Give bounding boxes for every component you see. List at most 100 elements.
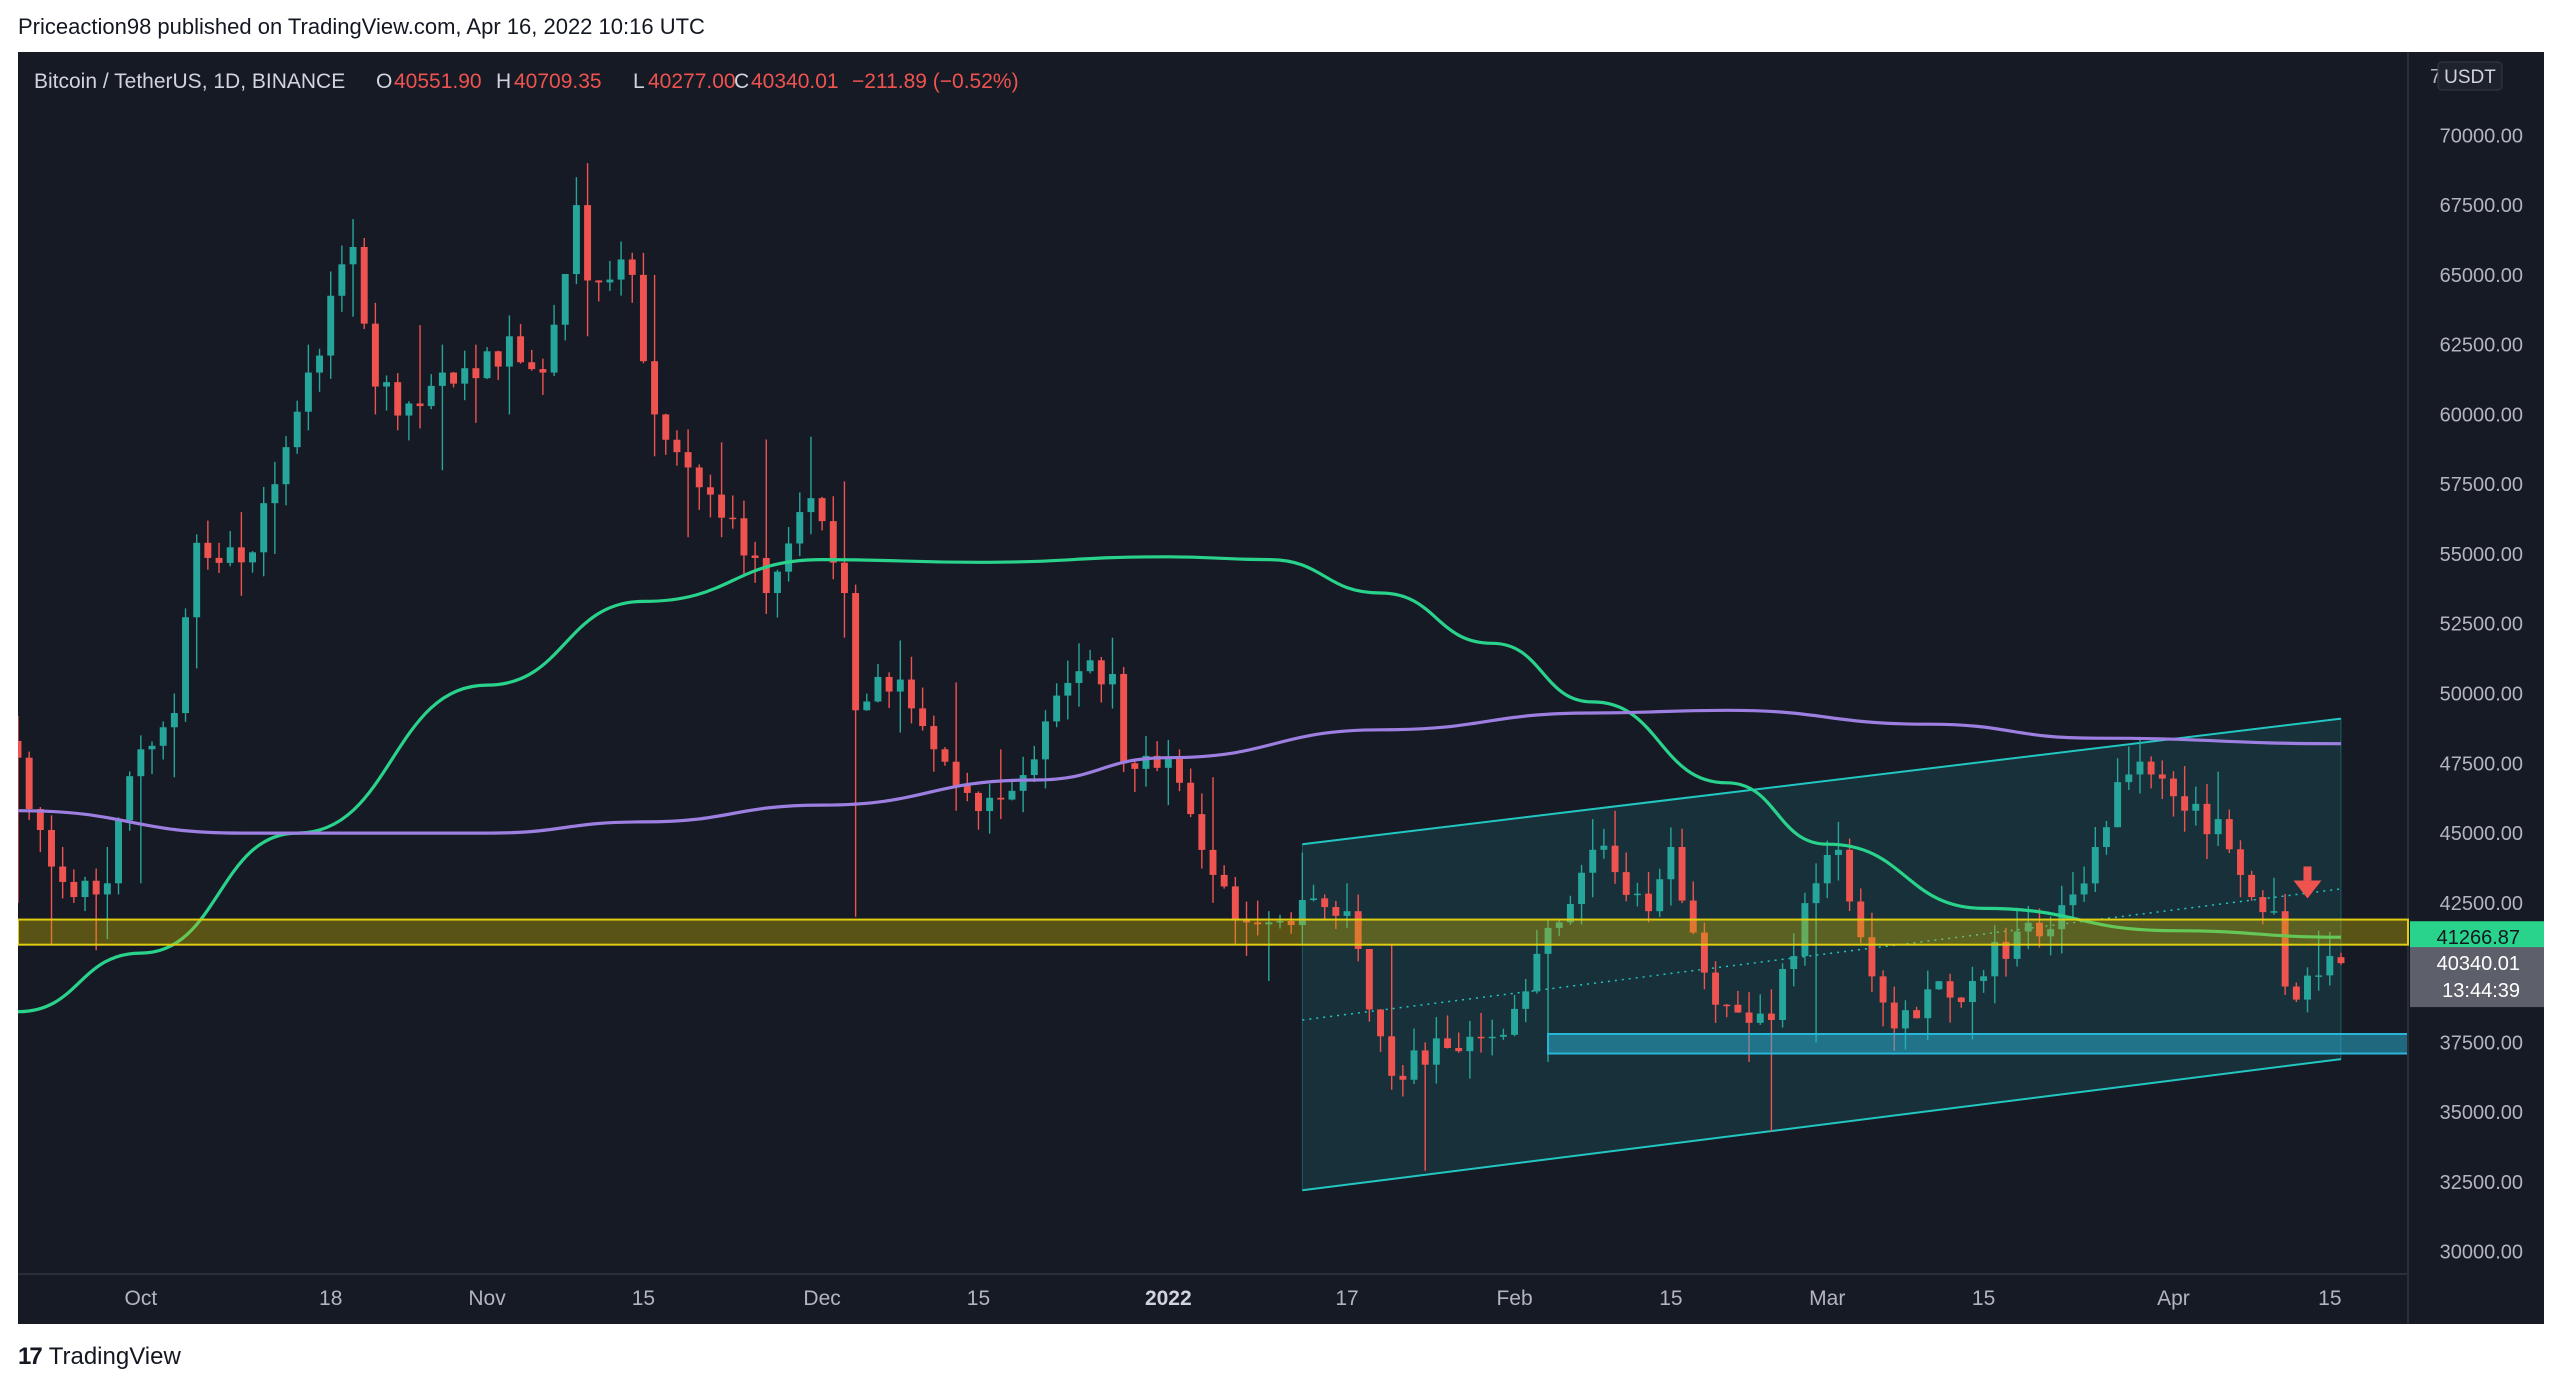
candle-body (483, 351, 491, 379)
candle-body (673, 439, 681, 453)
candle-body (1097, 660, 1105, 685)
candle-body (293, 411, 301, 448)
candle-body (2315, 975, 2323, 977)
x-tick-label: 15 (632, 1287, 655, 1310)
candle-body (1790, 956, 1798, 970)
y-tick-label: 52500.00 (2440, 614, 2523, 636)
candle-body (327, 295, 335, 356)
candle-body (1756, 1013, 1764, 1023)
candle-body (338, 264, 346, 296)
candle-body (1276, 920, 1284, 923)
candle-body (863, 701, 871, 711)
candle-body (383, 382, 391, 387)
candle-body (1421, 1050, 1429, 1065)
candle-body (651, 361, 659, 415)
candle-body (1846, 849, 1854, 902)
candle-body (1522, 991, 1530, 1009)
candle-body (2102, 827, 2110, 848)
currency-badge[interactable] (2437, 61, 2503, 91)
moving-average-layer (18, 555, 2342, 1014)
candle-body (1767, 1013, 1775, 1021)
candle-body (271, 484, 279, 504)
candle-body (919, 708, 927, 727)
y-tick-label: 60000.00 (2440, 404, 2523, 426)
y-tick-label: 55000.00 (2440, 544, 2523, 566)
candle-body (584, 205, 592, 281)
candle-body (2125, 774, 2133, 783)
candle-body (2170, 778, 2177, 797)
candle-body (1354, 911, 1362, 949)
candle-body (1488, 1036, 1496, 1039)
candle-body (394, 382, 402, 416)
candle-body (18, 740, 22, 758)
ma-price-label: 41266.87 (2437, 927, 2520, 949)
candle-body (81, 880, 89, 898)
candle-body (1499, 1034, 1507, 1037)
legend-close-value: 40340.01 (751, 70, 839, 93)
candle-body (907, 679, 915, 709)
candle-body (840, 562, 848, 594)
candle-body (952, 761, 960, 786)
y-axis[interactable]: 30000.00 32500.00 35000.00 37500.00 42500.00… (2410, 66, 2544, 1264)
candle-body (963, 785, 971, 793)
overlay-layer (2293, 866, 2322, 899)
candle-body (1466, 1036, 1474, 1052)
candle-body (896, 679, 904, 692)
candle-body (1142, 755, 1150, 769)
candle-body (1645, 893, 1653, 912)
candle-body (1566, 904, 1574, 923)
candle-body (2147, 761, 2155, 775)
candle-body (1019, 775, 1027, 791)
candle-body (829, 521, 837, 563)
x-tick-label: 17 (1335, 1287, 1358, 1310)
candle-body (505, 336, 513, 367)
candle-body (1924, 989, 1932, 1019)
candle-body (316, 355, 324, 373)
price-chart[interactable]: Oct 18 Nov 15 Dec 15 2022 17 Feb 15 Mar 15 Apr 15 300… (18, 52, 2544, 1324)
candle-body (215, 557, 223, 563)
candle-body (249, 552, 256, 563)
y-tick-label: 30000.00 (2440, 1242, 2523, 1264)
ohlc-legend: O 40551.90 H 40709.35 L 40277.00 C 40340… (376, 70, 1019, 93)
candle-body (807, 498, 815, 513)
candle-body (1298, 900, 1306, 926)
candle-body (2326, 955, 2334, 976)
candle-body (1801, 903, 1809, 957)
legend-high-value: 40709.35 (514, 70, 602, 93)
candle-body (1968, 980, 1976, 1003)
candle-layer (18, 163, 2345, 1171)
footer-brand[interactable]: 17 TradingView (18, 1343, 181, 1371)
candle-body (1779, 969, 1787, 1021)
legend-close-label: C (734, 70, 749, 93)
candle-body (1432, 1038, 1440, 1065)
candle-body (1153, 755, 1161, 768)
currency-badge-label: USDT (2444, 67, 2496, 88)
candle-body (1209, 849, 1217, 875)
candle-body (2091, 847, 2099, 884)
candle-body (762, 557, 770, 594)
x-tick-label: Apr (2157, 1287, 2190, 1310)
candle-body (48, 830, 55, 867)
y-tick-label: 57500.00 (2440, 474, 2523, 496)
candle-body (1164, 757, 1172, 768)
x-tick-label: 18 (319, 1287, 342, 1310)
candle-body (1310, 898, 1317, 901)
legend-open-value: 40551.90 (394, 70, 482, 93)
candle-body (371, 323, 379, 387)
candle-body (1030, 759, 1038, 776)
candle-body (1600, 845, 1608, 850)
candle-body (1667, 847, 1675, 880)
candle-body (25, 757, 33, 810)
candle-body (1723, 1004, 1731, 1007)
x-axis[interactable]: Oct 18 Nov 15 Dec 15 2022 17 Feb 15 Mar 15 Apr 15 (125, 1287, 2342, 1310)
candle-body (885, 676, 893, 692)
resistance-zone (18, 918, 2409, 946)
candle-body (1388, 1036, 1396, 1076)
candle-body (1220, 874, 1228, 887)
legend-low-label: L (633, 70, 645, 93)
chart-panel[interactable]: Oct 18 Nov 15 Dec 15 2022 17 Feb 15 Mar 15 Apr 15 300… (18, 52, 2544, 1324)
candle-body (1444, 1038, 1451, 1048)
candle-body (1287, 920, 1295, 926)
candle-body (818, 498, 826, 522)
candle-body (137, 749, 145, 777)
